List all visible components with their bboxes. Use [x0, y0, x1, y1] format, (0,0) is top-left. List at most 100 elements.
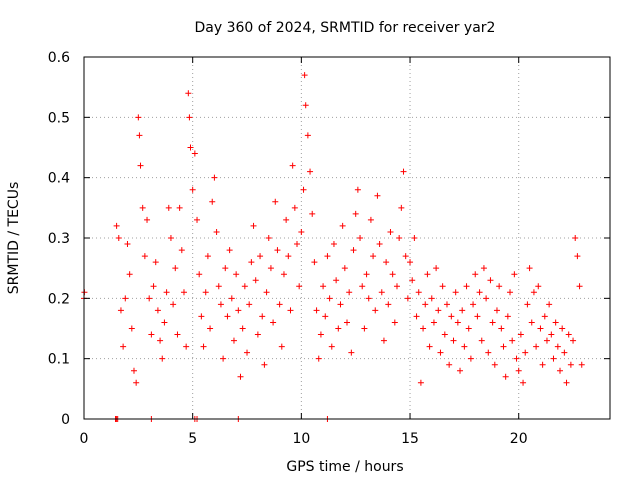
data-point-marker: [263, 289, 270, 296]
data-point-marker: [124, 241, 131, 248]
data-point-marker: [217, 301, 224, 308]
data-point-marker: [257, 253, 264, 260]
data-point-marker: [317, 331, 324, 338]
data-point-marker: [211, 174, 218, 181]
data-point-marker: [415, 289, 422, 296]
data-point-marker: [326, 295, 333, 302]
y-axis-title: SRMTID / TECUs: [6, 182, 22, 295]
data-point-marker: [533, 343, 540, 350]
data-point-marker: [524, 301, 531, 308]
data-point-marker: [452, 289, 459, 296]
data-point-marker: [552, 319, 559, 326]
data-point-marker: [546, 301, 553, 308]
data-point-marker: [489, 319, 496, 326]
data-point-marker: [139, 204, 146, 211]
data-point-marker: [461, 343, 468, 350]
data-point-marker: [526, 265, 533, 272]
x-tick-label: 10: [292, 431, 310, 447]
data-point-marker: [309, 210, 316, 217]
data-point-marker: [261, 361, 268, 368]
data-point-marker: [361, 325, 368, 332]
data-point-marker: [301, 72, 308, 79]
data-point-marker: [322, 313, 329, 320]
data-point-marker: [241, 283, 248, 290]
data-point-marker: [163, 289, 170, 296]
data-point-marker: [120, 343, 127, 350]
data-point-marker: [239, 325, 246, 332]
data-point-marker: [404, 295, 411, 302]
x-tick-label: 15: [401, 431, 419, 447]
data-point-marker: [422, 301, 429, 308]
data-point-marker: [152, 259, 159, 266]
data-point-marker: [185, 90, 192, 97]
data-point-marker: [246, 301, 253, 308]
data-point-marker: [178, 247, 185, 254]
data-point-marker: [180, 289, 187, 296]
data-point-marker: [287, 307, 294, 314]
data-point-marker: [244, 349, 251, 356]
data-point-marker: [194, 216, 201, 223]
data-point-marker: [570, 337, 577, 344]
data-point-marker: [372, 307, 379, 314]
data-point-marker: [170, 301, 177, 308]
data-point-marker: [304, 132, 311, 139]
data-point-marker: [289, 162, 296, 169]
data-point-marker: [183, 343, 190, 350]
data-point-marker: [280, 271, 287, 278]
data-point-marker: [328, 343, 335, 350]
data-point-marker: [133, 379, 140, 386]
data-point-marker: [228, 295, 235, 302]
data-point-marker: [548, 331, 555, 338]
data-point-marker: [350, 247, 357, 254]
data-point-marker: [159, 355, 166, 362]
data-point-marker: [513, 355, 520, 362]
data-point-marker: [209, 198, 216, 205]
grid-layer: [84, 57, 610, 419]
data-point-marker: [285, 253, 292, 260]
data-point-marker: [470, 301, 477, 308]
data-point-marker: [215, 283, 222, 290]
data-point-marker: [417, 379, 424, 386]
data-point-marker: [448, 313, 455, 320]
data-point-marker: [541, 313, 548, 320]
data-point-marker: [443, 301, 450, 308]
data-point-marker: [296, 283, 303, 290]
data-point-marker: [330, 241, 337, 248]
data-point-marker: [220, 355, 227, 362]
data-point-marker: [307, 168, 314, 175]
data-point-marker: [572, 235, 579, 241]
data-point-marker: [478, 337, 485, 344]
data-point-marker: [128, 325, 135, 332]
data-point-marker: [259, 313, 266, 320]
data-point-marker: [537, 325, 544, 332]
data-point-marker: [380, 337, 387, 344]
data-point-marker: [420, 325, 427, 332]
data-point-marker: [222, 265, 229, 272]
data-point-marker: [500, 343, 507, 350]
x-axis-title: GPS time / hours: [286, 459, 403, 475]
data-point-marker: [278, 343, 285, 350]
data-point-marker: [137, 162, 144, 169]
data-point-marker: [515, 367, 522, 374]
data-point-marker: [200, 343, 207, 350]
data-point-marker: [333, 277, 340, 284]
data-point-marker: [161, 319, 168, 326]
data-point-marker: [511, 271, 518, 278]
data-point-marker: [559, 325, 566, 332]
data-point-marker: [252, 277, 259, 284]
data-point-marker: [539, 361, 546, 368]
data-point-marker: [300, 186, 307, 193]
data-point-marker: [122, 295, 129, 302]
data-point-marker: [339, 222, 346, 229]
y-tick-label: 0.5: [48, 110, 70, 126]
data-point-marker: [276, 301, 283, 308]
data-point-marker: [385, 301, 392, 308]
data-point-marker: [459, 307, 466, 314]
data-point-marker: [370, 253, 377, 260]
data-point-marker: [437, 349, 444, 356]
data-point-marker: [574, 253, 581, 260]
data-point-marker: [274, 247, 281, 254]
data-point-marker: [344, 319, 350, 326]
data-point-marker: [396, 235, 403, 241]
data-point-marker: [446, 361, 453, 368]
